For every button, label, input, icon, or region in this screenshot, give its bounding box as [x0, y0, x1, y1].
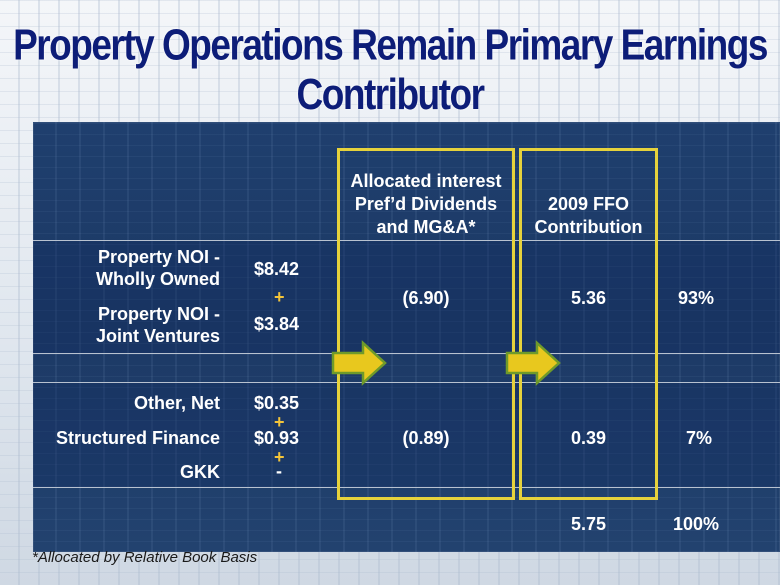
footnote: *Allocated by Relative Book Basis — [32, 549, 258, 566]
label-property-noi-jv-1: Property NOI - — [97, 304, 220, 324]
value-property-noi-jv: $3.84 — [254, 314, 300, 334]
percent-total: 100% — [673, 514, 720, 534]
header-ffo-line1: 2009 FFO — [547, 194, 630, 214]
plus-sign-1: + — [274, 287, 285, 307]
ffo-value-2: 0.39 — [570, 428, 607, 448]
plus-sign-2: + — [274, 412, 285, 432]
value-property-noi-wholly: $8.42 — [254, 259, 300, 279]
label-property-noi-wholly-2: Wholly Owned — [96, 269, 220, 289]
ffo-total: 5.75 — [570, 514, 607, 534]
plus-sign-3: + — [274, 447, 285, 467]
header-ffo-line2: Contribution — [534, 217, 643, 237]
label-property-noi-jv-2: Joint Ventures — [95, 326, 220, 346]
header-allocated-line2: Pref’d Dividends — [354, 194, 498, 214]
slide-title: Property Operations Remain Primary Earni… — [13, 20, 768, 119]
label-property-noi-wholly-1: Property NOI - — [97, 247, 220, 267]
right-arrow-icon — [505, 340, 561, 386]
header-allocated-line1: Allocated interest — [350, 171, 502, 191]
ffo-value-1: 5.36 — [570, 288, 607, 308]
value-other-net: $0.35 — [254, 393, 300, 413]
value-gkk: - — [276, 461, 282, 481]
right-arrow-icon — [331, 340, 387, 386]
label-other-net: Other, Net — [133, 393, 220, 413]
value-structured-finance: $0.93 — [254, 428, 300, 448]
ffo-column-box — [519, 148, 658, 500]
percent-value-1: 93% — [678, 288, 715, 308]
allocated-value-1: (6.90) — [402, 288, 450, 308]
label-gkk: GKK — [180, 462, 220, 482]
percent-value-2: 7% — [686, 428, 713, 448]
allocated-column-box — [337, 148, 515, 500]
allocated-value-2: (0.89) — [402, 428, 450, 448]
header-allocated-line3: and MG&A* — [376, 217, 476, 237]
label-structured-finance: Structured Finance — [55, 428, 220, 448]
